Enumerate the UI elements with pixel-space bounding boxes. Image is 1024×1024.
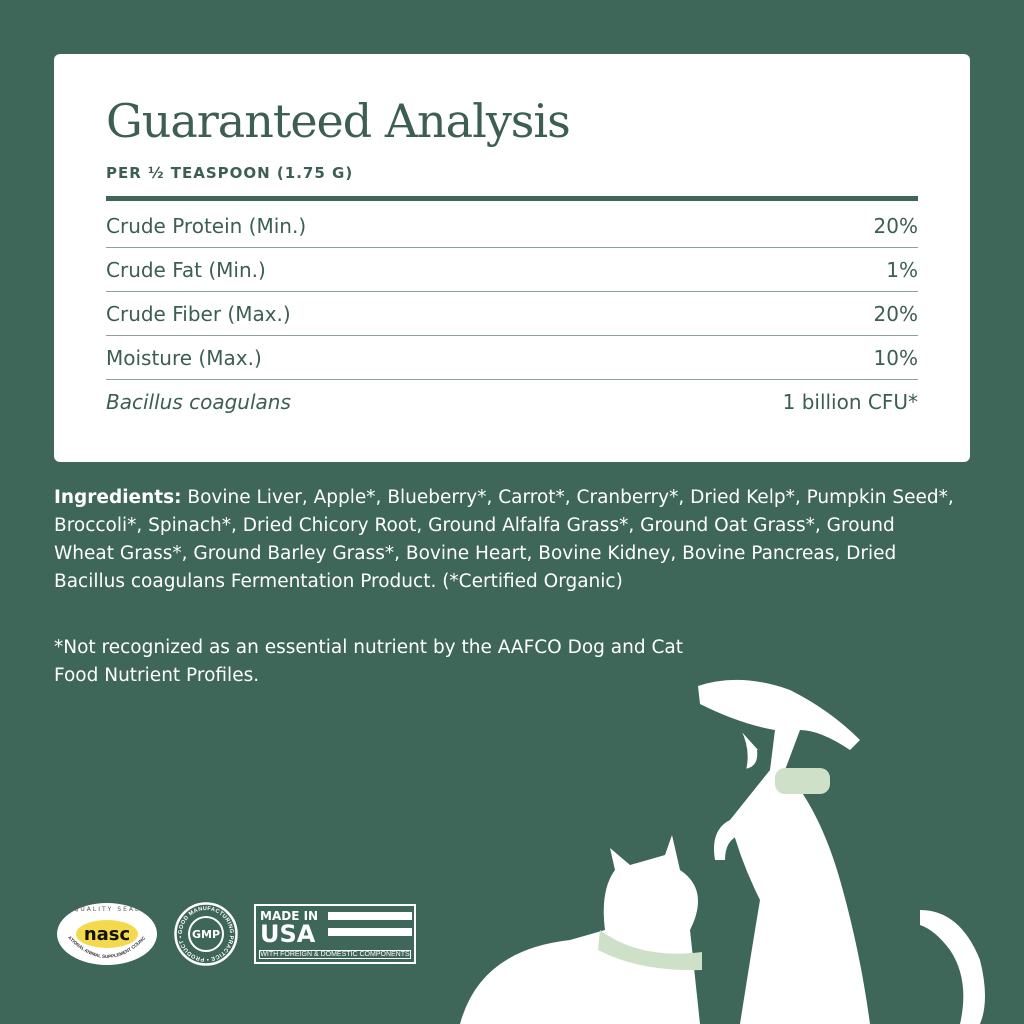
row-value: 1% [886, 257, 918, 282]
gmp-seal-logo: GOOD MANUFACTURING PRACTICE • PRODUCT • … [174, 902, 238, 966]
ingredients-text: Ingredients: Bovine Liver, Apple*, Blueb… [54, 484, 954, 596]
table-row: Bacillus coagulans 1 billion CFU* [106, 380, 918, 423]
ingredients-list: Bovine Liver, Apple*, Blueberry*, Carrot… [54, 487, 954, 592]
table-row: Moisture (Max.) 10% [106, 336, 918, 380]
nasc-seal-logo: NATIONAL ANIMAL SUPPLEMENT COUNCIL QUALI… [56, 902, 158, 966]
serving-size: PER ½ TEASPOON (1.75 G) [106, 164, 354, 182]
row-label: Crude Fat (Min.) [106, 257, 266, 282]
cat-collar [598, 930, 702, 971]
row-label: Crude Protein (Min.) [106, 213, 307, 238]
cat-icon [460, 835, 700, 1024]
nasc-top-text: QUALITY SEAL [73, 906, 141, 913]
certification-badges: NATIONAL ANIMAL SUPPLEMENT COUNCIL QUALI… [56, 902, 416, 966]
usa-text: USA [260, 920, 316, 948]
dog-collar [775, 768, 830, 794]
flag-stripe [328, 912, 412, 920]
components-text: WITH FOREIGN & DOMESTIC COMPONENTS [259, 950, 411, 959]
row-value: 20% [873, 301, 918, 326]
guaranteed-analysis-card: Guaranteed Analysis PER ½ TEASPOON (1.75… [54, 54, 970, 462]
made-in-usa-badge: MADE IN USA WITH FOREIGN & DOMESTIC COMP… [254, 904, 416, 964]
aafco-note: *Not recognized as an essential nutrient… [54, 637, 683, 686]
row-value: 20% [873, 213, 918, 238]
row-value: 1 billion CFU* [782, 389, 918, 414]
table-row: Crude Protein (Min.) 20% [106, 204, 918, 248]
nasc-logo-text: nasc [76, 920, 138, 948]
page-title: Guaranteed Analysis [106, 94, 571, 148]
gmp-text: GMP [188, 916, 224, 952]
analysis-table: Crude Protein (Min.) 20% Crude Fat (Min.)… [106, 204, 918, 423]
row-label: Moisture (Max.) [106, 345, 262, 370]
table-row: Crude Fat (Min.) 1% [106, 248, 918, 292]
table-row: Crude Fiber (Max.) 20% [106, 292, 918, 336]
flag-stripe [328, 928, 412, 936]
made-in-text: MADE IN [260, 909, 319, 923]
row-value: 10% [873, 345, 918, 370]
divider [106, 196, 918, 201]
ingredients-label: Ingredients: [54, 487, 182, 508]
cat-and-dog-illustration [460, 679, 985, 1024]
row-label: Bacillus coagulans [106, 389, 291, 414]
dog-tongue [739, 729, 760, 772]
row-label: Crude Fiber (Max.) [106, 301, 291, 326]
dog-icon [698, 679, 985, 1024]
